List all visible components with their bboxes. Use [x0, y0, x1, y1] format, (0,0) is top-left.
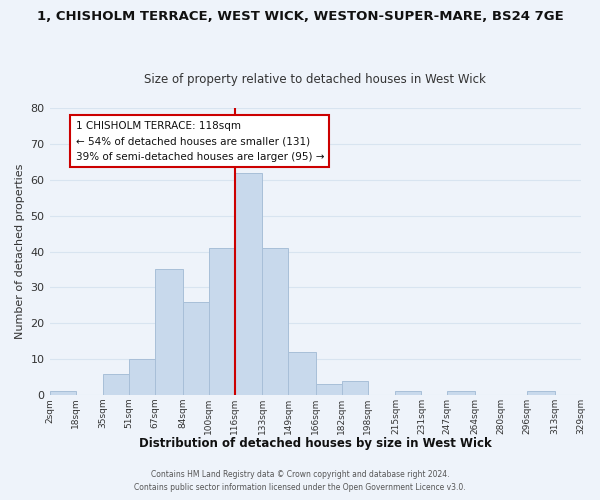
- Bar: [50, 392, 76, 395]
- Bar: [262, 248, 288, 395]
- Bar: [155, 270, 182, 395]
- Bar: [395, 392, 421, 395]
- Bar: [235, 172, 262, 395]
- Bar: [448, 392, 475, 395]
- Y-axis label: Number of detached properties: Number of detached properties: [15, 164, 25, 339]
- Bar: [182, 302, 209, 395]
- Text: 1 CHISHOLM TERRACE: 118sqm
← 54% of detached houses are smaller (131)
39% of sem: 1 CHISHOLM TERRACE: 118sqm ← 54% of deta…: [76, 120, 324, 162]
- Title: Size of property relative to detached houses in West Wick: Size of property relative to detached ho…: [144, 73, 486, 86]
- Bar: [527, 392, 554, 395]
- Bar: [288, 352, 316, 395]
- Bar: [103, 374, 129, 395]
- Bar: [342, 380, 368, 395]
- Text: 1, CHISHOLM TERRACE, WEST WICK, WESTON-SUPER-MARE, BS24 7GE: 1, CHISHOLM TERRACE, WEST WICK, WESTON-S…: [37, 10, 563, 23]
- X-axis label: Distribution of detached houses by size in West Wick: Distribution of detached houses by size …: [139, 437, 491, 450]
- Text: Contains HM Land Registry data © Crown copyright and database right 2024.
Contai: Contains HM Land Registry data © Crown c…: [134, 470, 466, 492]
- Bar: [316, 384, 342, 395]
- Bar: [209, 248, 235, 395]
- Bar: [129, 359, 155, 395]
